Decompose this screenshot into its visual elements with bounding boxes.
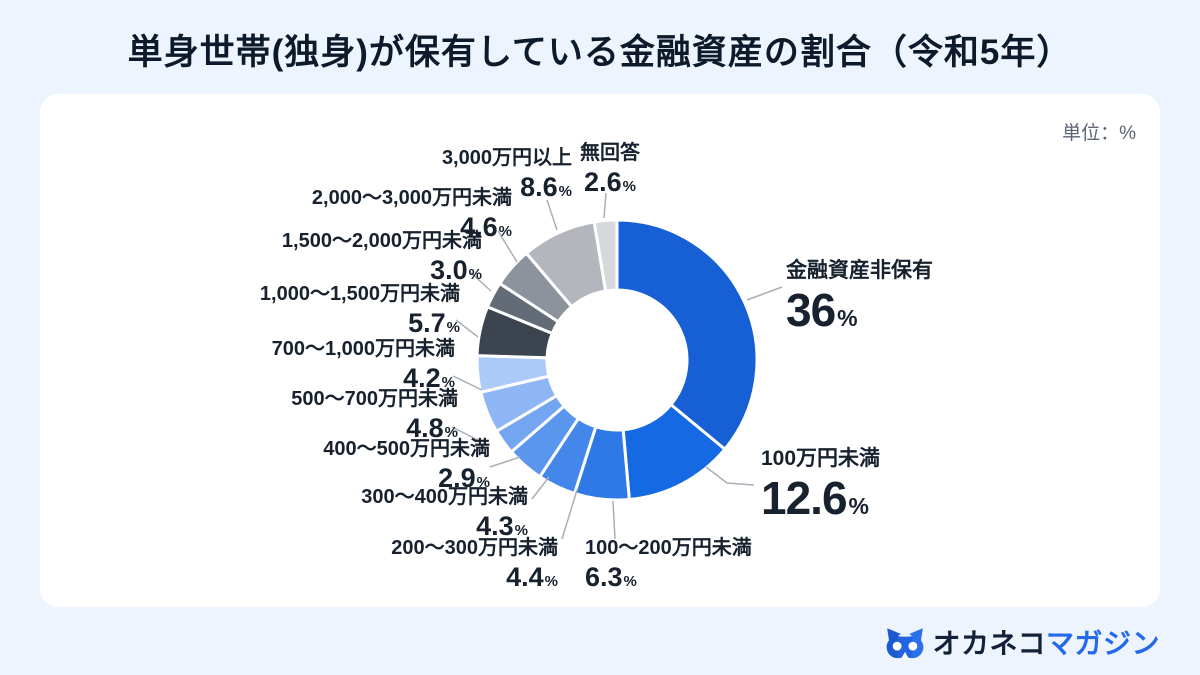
brand-name-magazine: マガジン [1045,628,1160,659]
brand-logo: オカネコマガジン [884,624,1160,664]
leader-line-1 [705,466,755,486]
brand-name-okaneco: オカネコ [932,628,1046,659]
label-100-200: 100〜200万円未満 6.3% [585,537,752,592]
leader-line-2 [612,500,616,540]
label-300-400: 300〜400万円未満 4.3% [361,486,528,541]
donut-slice-12 [592,218,619,293]
leader-line-9 [469,271,492,292]
label-1500-2000: 1,500〜2,000万円未満 3.0% [281,230,482,285]
chart-card [40,94,1160,607]
label-2000-3000: 2,000〜3,000万円未満 4.6% [311,187,512,242]
leader-line-7 [452,375,483,391]
leader-line-6 [451,426,479,441]
label-over-3000: 3,000万円以上 8.6% [441,147,572,202]
label-1000-1500: 1,000〜1,500万円未満 5.7% [259,283,460,338]
donut-slice-0 [615,218,759,451]
label-500-700: 500〜700万円未満 4.8% [291,388,458,443]
label-400-500: 400〜500万円未満 2.9% [323,438,490,493]
leader-line-0 [746,286,783,301]
label-700-1000: 700〜1,000万円未満 4.2% [271,338,455,393]
leader-line-11 [546,199,558,231]
leader-line-4 [531,476,550,500]
leader-line-5 [489,456,521,468]
label-under-100: 100万円未満 12.6% [761,447,881,524]
unit-note: 単位：% [1062,123,1136,144]
leader-line-3 [561,489,578,540]
label-no-answer: 無回答 2.6% [580,142,640,197]
leader-line-10 [497,230,518,263]
leader-line-12 [603,192,607,219]
brand-logo-text: オカネコマガジン [933,624,1160,664]
label-no-financial-assets: 金融資産非保有 36% [786,259,933,336]
leader-line-8 [455,319,479,338]
label-200-300: 200〜300万円未満 4.4% [391,537,558,592]
okaneco-cat-icon [886,628,923,659]
page-title: 単身世帯(独身)が保有している金融資産の割合（令和5年） [127,33,1073,72]
